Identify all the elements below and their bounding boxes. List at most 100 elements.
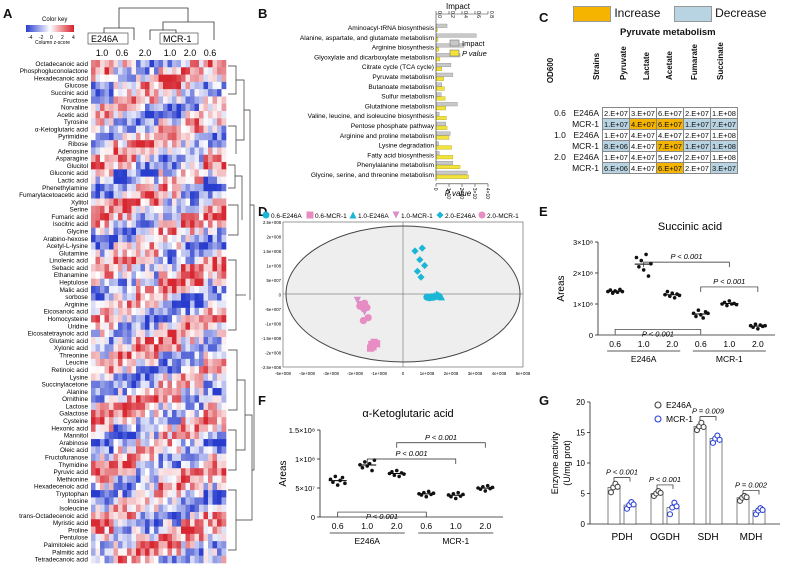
heatmap-row-label: Xylitol xyxy=(71,199,88,206)
heatmap-cell xyxy=(163,198,168,207)
table-cell: 5.E+07 xyxy=(655,151,684,163)
heatmap-cell xyxy=(131,439,137,447)
heatmap-cell xyxy=(118,213,123,221)
heatmap-cell xyxy=(122,278,128,287)
heatmap-cell xyxy=(199,74,204,83)
data-point xyxy=(698,313,703,317)
heatmap-cell xyxy=(122,89,128,97)
heatmap-cell xyxy=(217,154,222,163)
heatmap-row-label: Serine xyxy=(70,207,89,214)
heatmap-cell xyxy=(100,300,105,309)
heatmap-cell xyxy=(203,125,209,134)
heatmap-cell xyxy=(163,183,168,192)
heatmap-cell xyxy=(221,278,227,287)
heatmap-cell xyxy=(199,337,204,345)
heatmap-cell xyxy=(127,118,132,126)
heatmap-cell xyxy=(221,548,227,557)
heatmap-cell xyxy=(131,256,137,265)
heatmap-cell xyxy=(100,293,105,301)
heatmap-cell xyxy=(176,490,182,498)
heatmap-cell xyxy=(199,154,204,163)
heatmap-cell xyxy=(208,490,213,498)
heatmap-cell xyxy=(176,526,182,535)
heatmap-cell xyxy=(122,431,128,440)
data-point xyxy=(328,477,333,482)
heatmap-cell xyxy=(190,548,195,557)
heatmap-cell xyxy=(217,242,222,250)
heatmap-cell xyxy=(136,519,141,527)
heatmap-row-label: Succinylacetone xyxy=(41,382,88,389)
heatmap-cell xyxy=(176,519,182,527)
heatmap-cell xyxy=(203,249,209,258)
heatmap-cell xyxy=(221,285,227,294)
heatmap-cell xyxy=(194,526,200,535)
heatmap-cell xyxy=(167,140,173,148)
heatmap-cell xyxy=(145,111,150,119)
heatmap-cell xyxy=(122,417,128,425)
heatmap-cell xyxy=(122,497,128,505)
heatmap-cell xyxy=(190,322,195,331)
heatmap-cell xyxy=(95,388,101,396)
data-point xyxy=(696,308,701,312)
heatmap-cell xyxy=(136,482,141,491)
heatmap-cell xyxy=(145,125,150,134)
pathway-label: Phenylalanine metabolism xyxy=(357,162,434,169)
heatmap-cell xyxy=(91,526,96,535)
heatmap-cell xyxy=(172,103,177,112)
heatmap-cell xyxy=(176,96,182,105)
heatmap-cell xyxy=(109,504,114,513)
table-cell: 6.E+06 xyxy=(602,162,630,174)
table-column-header: Strains xyxy=(592,52,601,80)
heatmap-cell xyxy=(104,162,110,170)
heatmap-cell xyxy=(199,351,204,360)
strain-label-e246a: E246A xyxy=(91,34,118,44)
y-tick-label: 5 xyxy=(581,490,586,499)
heatmap-cell xyxy=(172,198,177,207)
pca-y-tick: -1.5e+008 xyxy=(262,336,282,341)
heatmap-cell xyxy=(190,446,195,454)
heatmap-cell xyxy=(140,242,146,250)
heatmap-cell xyxy=(172,256,177,265)
heatmap-cell xyxy=(221,140,227,148)
heatmap-cell xyxy=(109,162,114,170)
heatmap-cell xyxy=(140,271,146,279)
heatmap-cell xyxy=(208,322,213,331)
enzyme-panel: 0 5 10 15 20 Enzyme activity (U/mg prot) PDH OGD… xyxy=(540,392,785,569)
heatmap-cell xyxy=(212,213,218,221)
data-point xyxy=(358,463,362,467)
heatmap-cell xyxy=(127,183,132,192)
heatmap-cell xyxy=(221,519,227,527)
heatmap-cell xyxy=(95,424,101,433)
heatmap-cell xyxy=(199,366,204,374)
heatmap-cell xyxy=(212,475,218,484)
heatmap-row-label: Acetyl-L-lysine xyxy=(46,243,88,250)
heatmap-cell xyxy=(185,409,191,418)
heatmap-cell xyxy=(100,344,105,352)
heatmap-cell xyxy=(122,96,128,105)
heatmap-cell xyxy=(163,205,168,214)
heatmap-cell xyxy=(221,453,227,462)
heatmap-cell xyxy=(127,533,132,542)
heatmap-cell xyxy=(176,337,182,345)
heatmap-cell xyxy=(104,548,110,557)
heatmap-cell xyxy=(149,191,155,199)
heatmap-cell xyxy=(100,519,105,527)
heatmap-cell xyxy=(158,351,164,360)
heatmap-cell xyxy=(136,409,141,418)
heatmap-cell xyxy=(131,271,137,279)
pathway-label: Lysine degradation xyxy=(379,143,435,150)
heatmap-cell xyxy=(194,125,200,134)
heatmap-cell xyxy=(104,125,110,134)
heatmap-cell xyxy=(199,424,204,433)
heatmap-cell xyxy=(221,183,227,192)
heatmap-cell xyxy=(199,96,204,105)
heatmap-cell xyxy=(122,548,128,557)
heatmap-cell xyxy=(145,482,150,491)
heatmap-cell xyxy=(167,453,173,462)
heatmap-cell xyxy=(212,169,218,177)
heatmap-cell xyxy=(127,89,132,97)
heatmap-cell xyxy=(172,285,177,294)
heatmap-cell xyxy=(194,242,200,250)
heatmap-row-label: Phosphogluconolactone xyxy=(20,68,89,75)
heatmap-cell xyxy=(131,315,137,323)
